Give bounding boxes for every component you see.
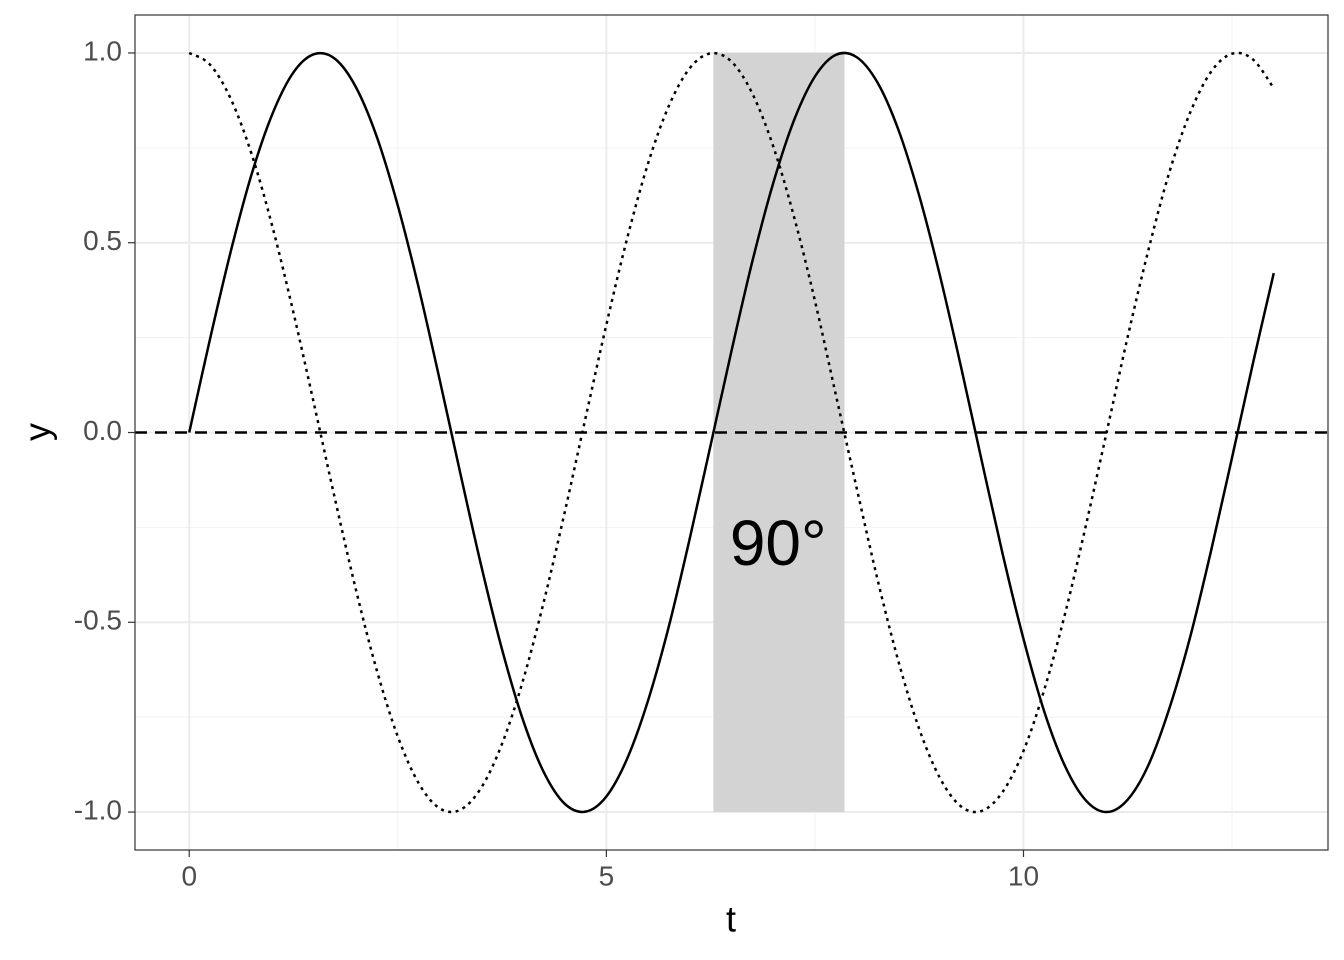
x-axis-title: t (726, 899, 736, 940)
x-tick-label: 5 (599, 860, 615, 891)
y-tick-label: 0.5 (83, 225, 122, 256)
annotation: 90° (730, 507, 827, 579)
marks: 90° (135, 51, 1328, 814)
y-tick-label: 1.0 (83, 35, 122, 66)
x-tick-label: 10 (1008, 860, 1039, 891)
series-line (188, 51, 1275, 814)
y-tick-label: 0.0 (83, 415, 122, 446)
y-tick-label: -0.5 (74, 605, 122, 636)
y-tick-label: -1.0 (74, 794, 122, 825)
x-tick-label: 0 (181, 860, 197, 891)
y-axis-title: y (17, 423, 58, 441)
series-line (188, 51, 1275, 814)
